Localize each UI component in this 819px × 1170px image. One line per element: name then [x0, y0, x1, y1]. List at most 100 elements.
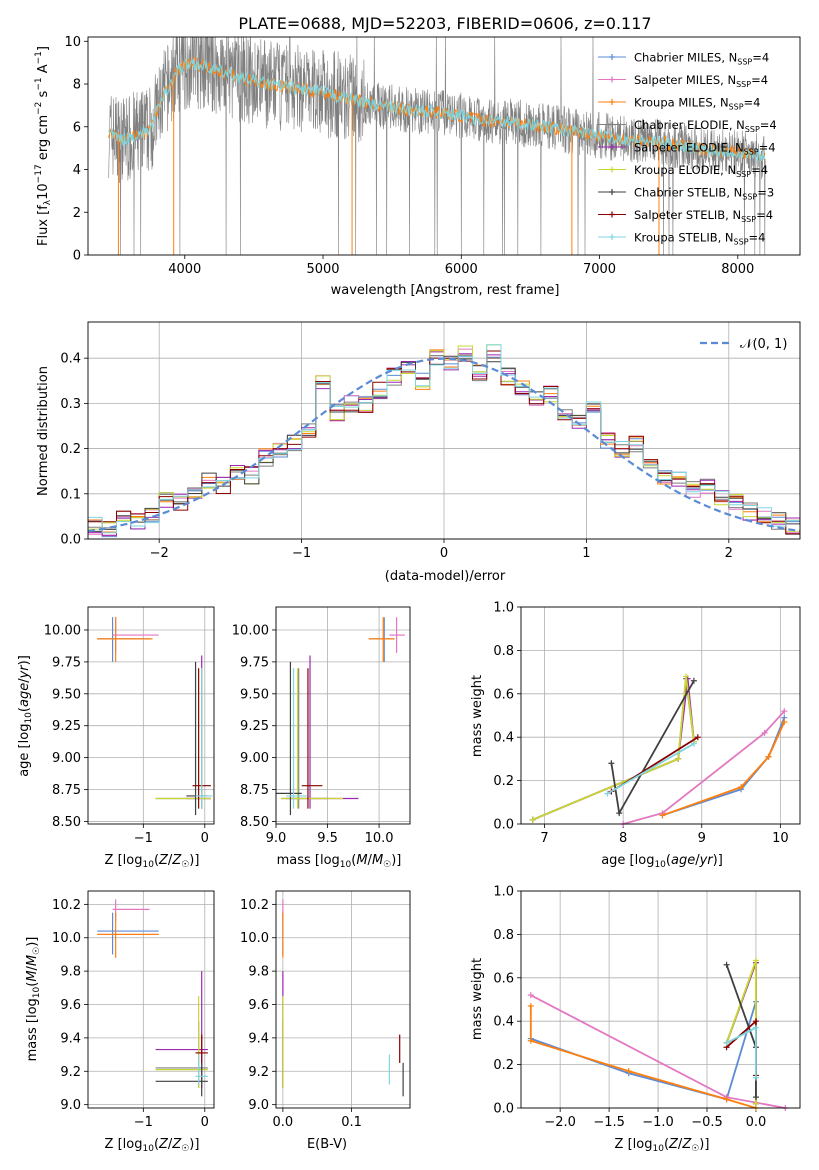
plus-marker: [752, 1018, 759, 1025]
mass-vs-EBV-panel: 0.0 0.1 9.0 9.2 9.4 9.6 9.8 10.0 10.2: [240, 890, 411, 1130]
figure-title: PLATE=0688, MJD=52203, FIBERID=0606, z=0…: [238, 14, 651, 33]
x-tick-label: 5000: [306, 262, 339, 277]
plus-marker: [659, 812, 666, 819]
plus-marker: [527, 1003, 534, 1010]
y-tick-label: 8.75: [52, 783, 81, 798]
plus-marker: [604, 790, 611, 797]
agez-xlabel: Z [log10(Z/Z☉)]: [105, 853, 200, 870]
plus-marker: [690, 740, 697, 747]
y-tick-label: 9.25: [52, 719, 81, 734]
residuals-xlabel: (data-model)/error: [385, 569, 506, 584]
y-tick-label: 6: [73, 120, 81, 135]
histograms: [88, 344, 800, 538]
y-tick-label: 0.2: [493, 1058, 514, 1073]
plus-marker: [608, 760, 615, 767]
y-tick-label: 1.0: [493, 885, 514, 900]
x-tick-label: 0.0: [273, 1115, 294, 1130]
x-tick-label: 8: [619, 831, 627, 846]
weight-line: [532, 678, 695, 821]
y-tick-label: 9.25: [240, 719, 269, 734]
x-tick-label: −1.0: [642, 1115, 674, 1130]
plus-marker: [752, 1094, 759, 1101]
plot-frame: [87, 606, 215, 825]
x-tick-label: 10.0: [365, 831, 394, 846]
mass-weight-vs-age-panel: 7 8 9 10 0.0 0.2 0.4 0.6 0.8 1.0: [493, 601, 801, 846]
plot-frame: [87, 890, 215, 1109]
plus-marker: [675, 755, 682, 762]
y-tick-label: 8.50: [52, 815, 81, 830]
plus-marker: [616, 810, 623, 817]
x-tick-label: 0: [440, 546, 448, 561]
plus-marker: [527, 992, 534, 999]
legend-label: Salpeter STELIB, NSSP=4: [634, 208, 773, 224]
plus-marker: [609, 99, 615, 105]
y-tick-label: 9.6: [248, 998, 269, 1013]
y-tick-label: 4: [73, 163, 81, 178]
x-tick-label: 2: [725, 546, 733, 561]
plus-marker: [752, 1074, 759, 1081]
x-tick-label: 6000: [445, 262, 478, 277]
y-tick-label: 8.75: [240, 783, 269, 798]
y-tick-label: 0.8: [493, 928, 514, 943]
x-tick-label: −1.5: [593, 1115, 625, 1130]
mwz-ylabel: mass weight: [470, 958, 485, 1040]
plus-marker: [683, 673, 690, 680]
x-tick-label: 4000: [168, 262, 201, 277]
x-tick-label: 0.1: [341, 1115, 362, 1130]
y-tick-label: 10.00: [44, 623, 81, 638]
mwage-xlabel: age [log10(age/yr)]: [601, 853, 723, 870]
normal-curve: [88, 357, 800, 533]
x-tick-label: 8000: [721, 262, 754, 277]
plus-marker: [752, 957, 759, 964]
age-vs-Z-panel: −1 0 8.50 8.75 9.00 9.25 9.50 9.75 10.00: [44, 606, 215, 846]
y-tick-label: 9.50: [240, 687, 269, 702]
y-tick-label: 10.2: [240, 898, 269, 913]
weight-line: [532, 676, 695, 821]
massz-xlabel: Z [log10(Z/Z☉)]: [105, 1137, 200, 1154]
y-tick-label: 10.0: [52, 931, 81, 946]
y-tick-label: 0.2: [493, 774, 514, 789]
plus-marker: [625, 1068, 632, 1075]
x-tick-label: 0.0: [746, 1115, 767, 1130]
y-tick-label: 9.50: [52, 687, 81, 702]
histogram-step: [88, 344, 800, 532]
legend-label: Kroupa MILES, NSSP=4: [634, 96, 760, 112]
y-tick-label: 9.75: [240, 655, 269, 670]
plus-marker: [609, 166, 615, 173]
x-tick-label: −0.5: [691, 1115, 723, 1130]
spectrum-lines: [108, 37, 766, 255]
y-tick-label: 9.8: [248, 965, 269, 980]
spectrum-panel: 4000 5000 6000 7000 8000 0 2 4 6 8 10 Chabrier MILE…: [64, 35, 801, 277]
agez-ylabel: age [log10(age/yr)]: [17, 655, 34, 777]
y-tick-label: 0.6: [493, 971, 514, 986]
weight-line: [607, 742, 695, 795]
agemass-xlabel: mass [log10(M/M☉)]: [277, 853, 402, 870]
plus-marker: [694, 734, 701, 741]
x-tick-label: 7: [540, 831, 548, 846]
mwage-ylabel: mass weight: [470, 675, 485, 757]
y-tick-label: 0.8: [493, 644, 514, 659]
plus-marker: [723, 961, 730, 968]
y-tick-label: 0.4: [60, 352, 81, 367]
x-tick-label: −2.0: [544, 1115, 576, 1130]
y-tick-label: 8.50: [240, 815, 269, 830]
x-tick-label: 9.5: [317, 831, 338, 846]
plot-frame: [275, 606, 411, 825]
y-tick-label: 10: [64, 35, 81, 50]
plus-marker: [609, 234, 615, 240]
plus-marker: [609, 211, 615, 218]
plus-marker: [765, 753, 772, 760]
y-tick-label: 0.1: [60, 487, 81, 502]
plus-marker: [529, 816, 536, 823]
legend-label: Kroupa ELODIE, NSSP=4: [634, 163, 768, 179]
y-tick-label: 9.0: [248, 1098, 269, 1113]
y-tick-label: 0.6: [493, 687, 514, 702]
plus-marker: [781, 708, 788, 715]
x-tick-label: −1: [292, 546, 311, 561]
y-tick-label: 8: [73, 78, 81, 93]
weight-line: [662, 721, 786, 817]
spectrum-ylabel: Flux [fλ10−17 erg cm−2 s−1 A−1]: [34, 46, 53, 246]
spectrum-xlabel: wavelength [Angstrom, rest frame]: [331, 283, 560, 298]
y-tick-label: 0.4: [493, 731, 514, 746]
massebv-xlabel: E(B-V): [307, 1137, 347, 1152]
